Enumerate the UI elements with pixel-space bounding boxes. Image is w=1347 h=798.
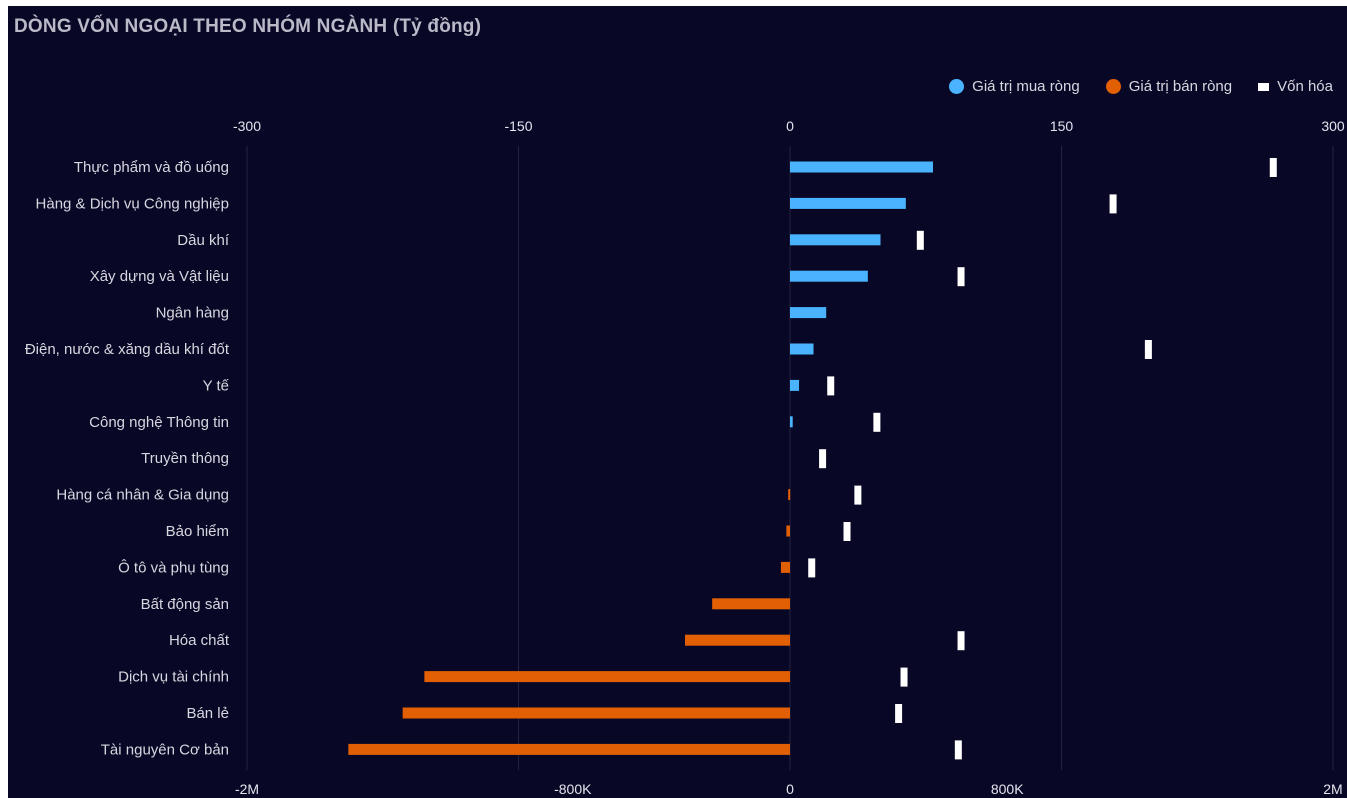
legend-buy-marker [949, 79, 965, 94]
market-cap-marker [819, 449, 827, 469]
category-label: Dầu khí [177, 232, 230, 249]
category-label: Điện, nước & xăng dầu khí đốt [25, 341, 230, 358]
legend-buy-label: Giá trị mua ròng [972, 78, 1080, 95]
market-cap-marker [957, 631, 965, 651]
chart-title: DÒNG VỐN NGOẠI THEO NHÓM NGÀNH (Tỷ đồng) [14, 16, 482, 37]
market-cap-marker [895, 704, 903, 723]
bar [424, 671, 790, 683]
category-label: Bảo hiểm [166, 523, 229, 540]
bar [790, 270, 868, 282]
bottom-axis-tick-label: -800K [554, 781, 592, 797]
bar [685, 634, 790, 646]
market-cap-marker [1269, 158, 1277, 177]
category-label: Công nghệ Thông tin [89, 414, 229, 431]
top-axis-tick-label: -150 [504, 118, 532, 134]
category-label: Bán lẻ [186, 705, 229, 722]
category-label: Ngân hàng [156, 305, 229, 322]
category-label: Hàng cá nhân & Gia dụng [56, 487, 229, 504]
market-cap-marker [827, 376, 835, 396]
bottom-axis-tick-label: 2M [1323, 781, 1342, 797]
top-axis-tick-label: 0 [786, 118, 794, 134]
legend-sell-label: Giá trị bán ròng [1128, 78, 1233, 95]
legend-item-buy[interactable]: Giá trị mua ròng [949, 78, 1080, 95]
market-cap-marker [916, 230, 924, 250]
bottom-axis-tick-label: -2M [235, 781, 259, 797]
legend-cap-marker [1258, 82, 1270, 91]
bar [790, 343, 814, 355]
category-label: Tài nguyên Cơ bản [101, 741, 229, 758]
market-cap-marker [900, 667, 908, 687]
bottom-axis-tick-label: 800K [991, 781, 1024, 797]
market-cap-marker [873, 412, 881, 432]
market-cap-marker [1109, 194, 1117, 214]
legend-sell-marker [1105, 79, 1121, 94]
category-label: Thực phẩm và đồ uống [74, 159, 229, 176]
category-label: Dịch vụ tài chính [118, 669, 229, 686]
bar [790, 379, 800, 391]
bar [790, 416, 793, 428]
market-cap-marker [1144, 340, 1152, 359]
category-label: Ô tô và phụ tùng [118, 559, 229, 576]
bar [712, 598, 790, 610]
bar [402, 707, 790, 719]
market-cap-marker [854, 485, 862, 505]
legend-item-cap[interactable]: Vốn hóa [1258, 78, 1333, 95]
market-cap-marker [843, 522, 851, 541]
bar [788, 489, 791, 501]
bar [790, 197, 906, 209]
category-label: Hóa chất [169, 632, 230, 649]
bar [790, 234, 881, 246]
category-label: Hàng & Dịch vụ Công nghiệp [36, 195, 229, 212]
market-cap-marker [957, 267, 965, 287]
top-axis-tick-label: 150 [1050, 118, 1074, 134]
category-label: Y tế [203, 377, 230, 394]
bar [348, 743, 790, 755]
category-label: Truyền thông [141, 450, 229, 467]
legend-cap-label: Vốn hóa [1277, 78, 1333, 95]
top-axis-tick-label: -300 [233, 118, 261, 134]
category-label: Xây dựng và Vật liệu [90, 268, 229, 285]
chart-panel: DÒNG VỐN NGOẠI THEO NHÓM NGÀNH (Tỷ đồng)… [8, 6, 1347, 798]
bar [780, 561, 790, 573]
category-label: Bất động sản [141, 596, 229, 613]
market-cap-marker [808, 558, 816, 578]
bar [786, 525, 790, 537]
bottom-axis-tick-label: 0 [786, 781, 794, 797]
legend-item-sell[interactable]: Giá trị bán ròng [1105, 78, 1233, 95]
legend: Giá trị mua ròng Giá trị bán ròng Vốn hó… [949, 78, 1333, 95]
bar [790, 161, 933, 173]
bar [790, 307, 827, 319]
top-axis-tick-label: 300 [1321, 118, 1345, 134]
market-cap-marker [954, 740, 962, 760]
